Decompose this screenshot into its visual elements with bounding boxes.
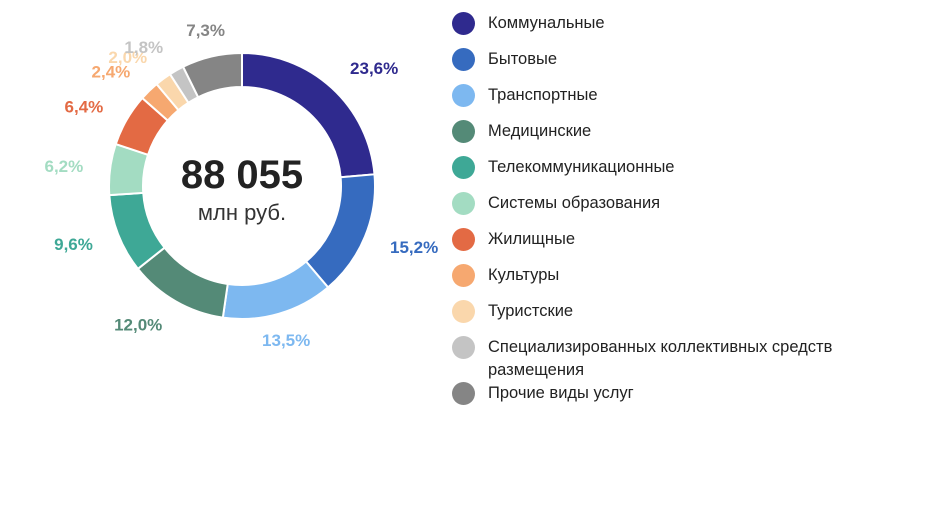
legend-item: Прочие виды услуг [452,382,922,418]
legend-label: Телекоммуникационные [488,158,675,176]
slice-label-7: 2,4% [92,62,131,81]
slice-label-8: 2,0% [108,48,147,67]
legend-label: Системы образования [488,194,661,212]
legend-label: Жилищные [488,230,576,248]
legend-label: Коммунальные [488,14,605,32]
legend: Коммунальные Бытовые Транспортные Медицинск… [452,12,922,418]
legend-item: Медицинские [452,120,922,156]
legend-marker [452,12,475,35]
legend-label: Туристские [488,302,574,320]
slice-label-2: 13,5% [262,331,310,350]
legend-marker [452,84,475,107]
legend-item: Туристские [452,300,922,336]
slice-label-10: 7,3% [186,21,225,40]
legend-item: Транспортные [452,84,922,120]
slice-10 [181,51,243,99]
slice-label-4: 9,6% [54,235,93,254]
legend-item: Специализированных коллективных средств … [452,336,922,382]
slice-label-0: 23,6% [350,59,398,78]
legend-marker [452,192,475,215]
slice-1 [304,173,376,289]
legend-marker [452,382,475,405]
slice-label-9: 1,8% [124,38,163,57]
slice-label-1: 15,2% [390,238,438,257]
legend-item: Культуры [452,264,922,300]
legend-marker [452,336,475,359]
slice-labels: 23,6% 15,2% 13,5% 12,0% 9,6% 6,2% 6,4% 2,4%2,0%… [45,21,439,350]
donut-slices [108,51,376,320]
legend-item: Жилищные [452,228,922,264]
legend-marker [452,228,475,251]
slice-2 [221,260,330,320]
legend-marker [452,300,475,323]
slice-label-6: 6,4% [65,97,104,116]
legend-marker [452,48,475,71]
legend-item: Системы образования [452,192,922,228]
legend-item: Телекоммуникационные [452,156,922,192]
legend-label: Транспортные [488,86,598,104]
slice-label-5: 6,2% [45,157,84,176]
legend-label: Прочие виды услуг [488,384,634,402]
slice-label-3: 12,0% [114,316,162,335]
legend-label: Культуры [488,266,560,284]
legend-label: Бытовые [488,50,558,68]
legend-label: Специализированных коллективных средств … [488,338,833,379]
legend-marker [452,156,475,179]
legend-marker [452,264,475,287]
legend-marker [452,120,475,143]
donut-chart: 23,6% 15,2% 13,5% 12,0% 9,6% 6,2% 6,4% 2,4%2,0%… [45,21,439,350]
legend-item: Коммунальные [452,12,922,48]
center-total-unit: млн руб. [198,200,286,225]
legend-label: Медицинские [488,122,592,140]
center-total-value: 88 055 [181,153,303,197]
legend-item: Бытовые [452,48,922,84]
